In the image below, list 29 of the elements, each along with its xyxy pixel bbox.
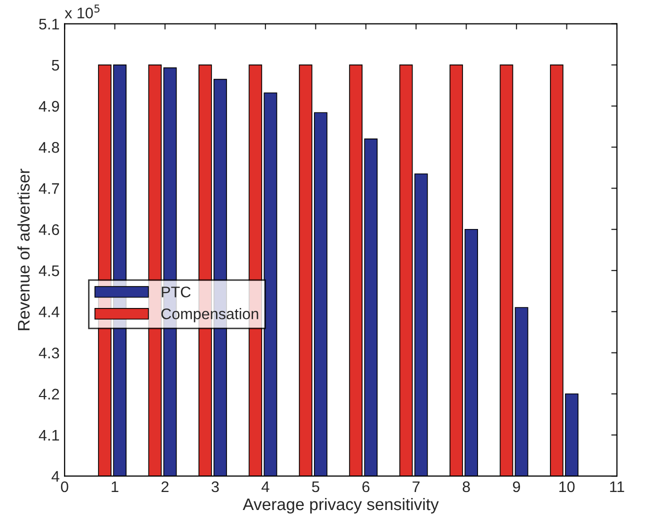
x-tick-label: 11 [610,482,624,492]
x-tick-label: 4 [262,482,270,492]
y-tick-label: 4.9 [38,100,60,112]
y-tick-label: 5 [52,60,60,71]
x-tick-label: 2 [162,481,169,492]
x-tick-label: 7 [412,482,420,492]
x-tick-label: 5 [312,482,320,492]
x-tick-label: 10 [559,481,575,492]
y-tick-label: 5.1 [39,18,59,30]
x-tick-label: 0 [60,481,68,492]
text: x 10$^{5}$ [64,4,100,18]
y-tick-label: 4.8 [38,142,60,153]
y-tick-label: 4.3 [38,348,60,358]
x-axis-title: Average privacy sensitivity [242,498,439,514]
x-tick-label: 9 [512,481,520,492]
x-tick-label: 8 [462,481,470,492]
x-tick-label: 1 [112,482,118,492]
x-tick-label: 3 [212,481,219,492]
y-tick-label: 4.5 [38,266,60,276]
legend-label: Compensation [161,308,258,322]
y-tick-label: 4.1 [38,430,59,441]
legend-label: PTC [162,286,191,298]
y-tick-label: 4.2 [38,388,59,400]
x-tick-label: 6 [362,481,370,492]
y-tick-label: 4.4 [38,306,60,318]
y-tick-label: 4.7 [38,183,59,194]
y-tick-label: 4.6 [38,224,60,236]
y-axis-title: Revenue of advertiser [17,168,30,330]
y-tick-label: 4 [52,471,60,482]
